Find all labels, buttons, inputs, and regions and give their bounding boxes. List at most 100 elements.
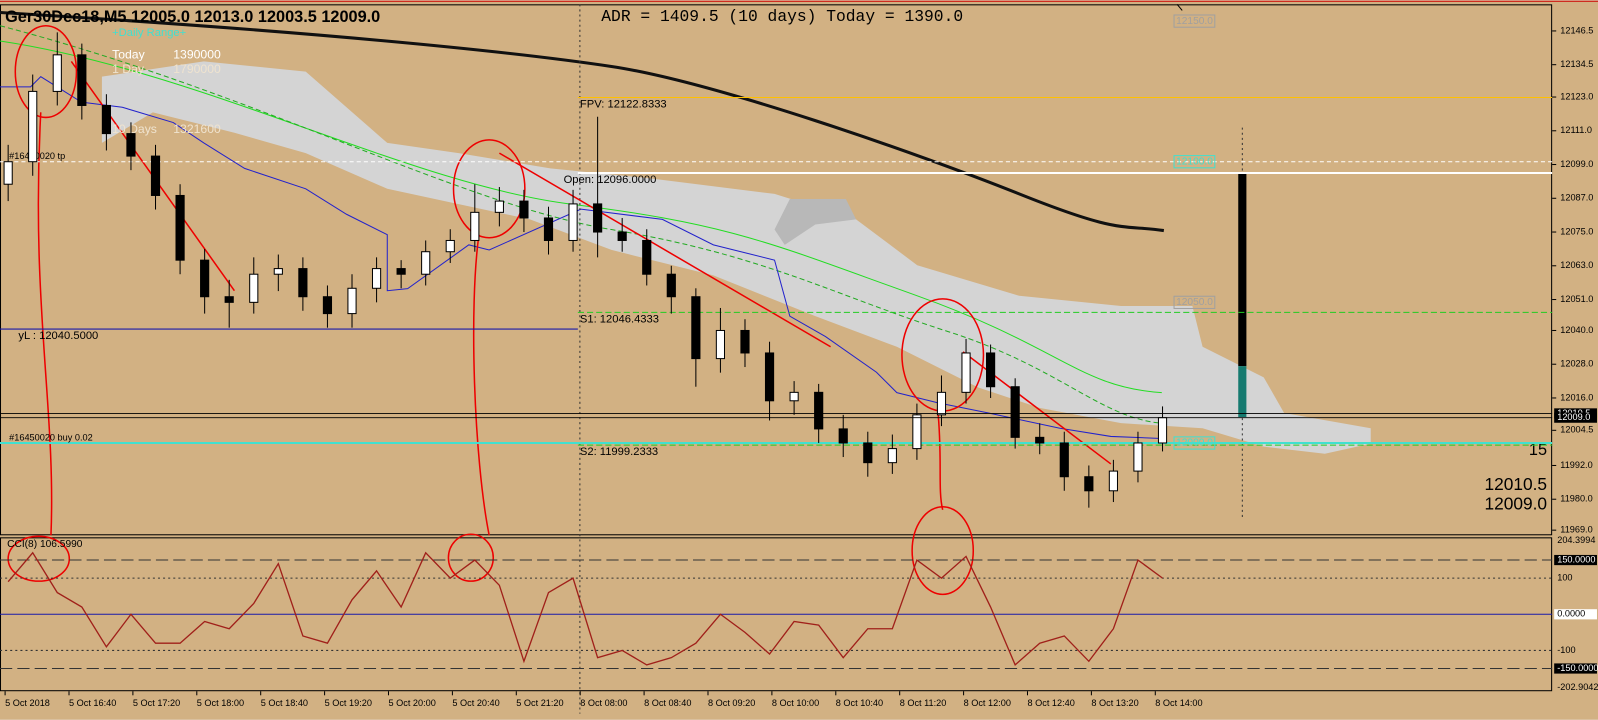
- main-frame: [0, 4, 1553, 536]
- price-box-label: 12000.0: [1176, 438, 1213, 449]
- cci-tick-label: 150.0000: [1557, 554, 1595, 564]
- time-label: 5 Oct 18:00: [197, 698, 244, 708]
- candle-body: [371, 268, 382, 289]
- time-label: 5 Oct 17:20: [133, 698, 180, 708]
- time-label: 5 Oct 16:40: [69, 698, 116, 708]
- candle-body: [789, 391, 799, 402]
- candle-body: [961, 352, 971, 393]
- candle-body: [396, 268, 406, 275]
- cci-tag: [1554, 609, 1597, 620]
- y-tick-label: 12099.0: [1560, 159, 1593, 169]
- y-tick-label: 12051.0: [1560, 294, 1593, 304]
- candle-body: [1059, 442, 1069, 478]
- cci-tick-label: 100: [1557, 573, 1572, 583]
- time-label: 8 Oct 12:00: [964, 698, 1011, 708]
- candle-body: [863, 442, 873, 464]
- range-value: 1321600: [173, 122, 221, 136]
- y-tick-label: 12087.0: [1560, 193, 1593, 203]
- time-label: 8 Oct 13:20: [1091, 698, 1138, 708]
- candle-body: [200, 259, 210, 298]
- green-ma: [0, 40, 1162, 394]
- candle-body: [470, 211, 480, 241]
- level-label: S1: 12046.4333: [580, 313, 659, 325]
- level-label: Open: 12096.0000: [564, 174, 657, 186]
- y-tick-label: 12004.5: [1560, 425, 1593, 435]
- candle-body: [1133, 442, 1143, 472]
- candle-body: [421, 251, 431, 275]
- candle-body: [1084, 476, 1094, 492]
- ma-200: [0, 10, 1165, 233]
- candle-body: [519, 200, 529, 219]
- candle-body: [740, 329, 750, 354]
- time-label: 5 Oct 20:00: [388, 698, 435, 708]
- candle-body: [249, 273, 259, 303]
- range-bar-today: [1238, 366, 1247, 418]
- price-box: [1173, 295, 1216, 309]
- shift-marker: [1176, 3, 1183, 11]
- candle-body: [347, 287, 357, 315]
- time-label: 8 Oct 11:20: [900, 698, 947, 708]
- cci-tick-label: 0.0000: [1557, 609, 1585, 619]
- candle-body: [77, 54, 87, 106]
- y-tick-label: 12028.0: [1560, 359, 1593, 369]
- y-tick-label: 11980.0: [1560, 494, 1592, 504]
- candle-body: [175, 194, 185, 261]
- candle-body: [666, 273, 676, 298]
- y-tick-label: 12134.5: [1560, 59, 1593, 69]
- cci-tick-label: 204.3994: [1557, 535, 1595, 545]
- daily-range-title: +Daily Range+: [112, 27, 186, 39]
- candle-body: [3, 161, 13, 185]
- order-label: #16450020 buy 0.02: [9, 432, 93, 442]
- range-name: 10 Days: [112, 122, 157, 136]
- time-label: 5 Oct 18:40: [261, 698, 308, 708]
- candle-body: [617, 231, 627, 241]
- y-tick-label: 12123.0: [1560, 91, 1593, 101]
- range-name: Today: [112, 48, 145, 62]
- y-tick-label: 12063.0: [1560, 260, 1593, 270]
- price-box-label: 12050.0: [1176, 297, 1213, 308]
- candle-body: [838, 428, 848, 444]
- range-name: 1 Day: [112, 62, 145, 76]
- cci-tick-label: -202.9042: [1557, 682, 1598, 692]
- candle-body: [986, 352, 996, 388]
- y-tick-label: 12016.0: [1560, 392, 1593, 402]
- range-value: 1790000: [173, 62, 221, 76]
- y-tick-label: 11969.0: [1560, 525, 1592, 535]
- time-label: 8 Oct 09:20: [708, 698, 755, 708]
- candle-body: [298, 268, 308, 298]
- time-label: 8 Oct 14:00: [1155, 698, 1202, 708]
- y-tick-label: 12075.0: [1560, 226, 1593, 236]
- time-label: 5 Oct 20:40: [452, 698, 499, 708]
- candle-body: [1035, 436, 1045, 444]
- range-value: 1390000: [173, 48, 221, 62]
- candle-body: [912, 414, 922, 450]
- candle-body: [814, 391, 824, 430]
- price-tag: [1554, 412, 1597, 423]
- candle-body: [28, 90, 38, 163]
- cci-tag: [1554, 663, 1597, 674]
- level-label: S2: 11999.2333: [580, 446, 658, 458]
- price-box-label: 12150.0: [1176, 16, 1213, 27]
- adr-text: ADR = 1409.5 (10 days) Today = 1390.0: [601, 7, 963, 26]
- green-ma-dashed: [0, 25, 1162, 424]
- candle-body: [642, 239, 652, 275]
- time-label: 8 Oct 12:40: [1027, 698, 1074, 708]
- y-tick-label: 12146.5: [1560, 25, 1593, 35]
- candle-body: [936, 391, 947, 416]
- cci-tick-label: -100: [1557, 645, 1575, 655]
- cci-label: CCI(8) 106.5990: [7, 539, 83, 550]
- candle-body: [764, 352, 775, 402]
- time-label: 8 Oct 08:40: [644, 698, 691, 708]
- candle-body: [543, 217, 554, 241]
- level-label: yL : 12040.5000: [18, 330, 98, 342]
- chart-title: Ger30Dec18,M5 12005.0 12013.0 12003.5 12…: [5, 8, 380, 26]
- price-tag-label: 12009.0: [1557, 412, 1590, 422]
- time-label: 5 Oct 21:20: [516, 698, 563, 708]
- candle-body: [52, 54, 62, 92]
- range-bar: [1238, 172, 1247, 367]
- candle-body: [887, 448, 897, 464]
- candle-body: [1108, 470, 1118, 492]
- time-label: 8 Oct 08:00: [580, 698, 627, 708]
